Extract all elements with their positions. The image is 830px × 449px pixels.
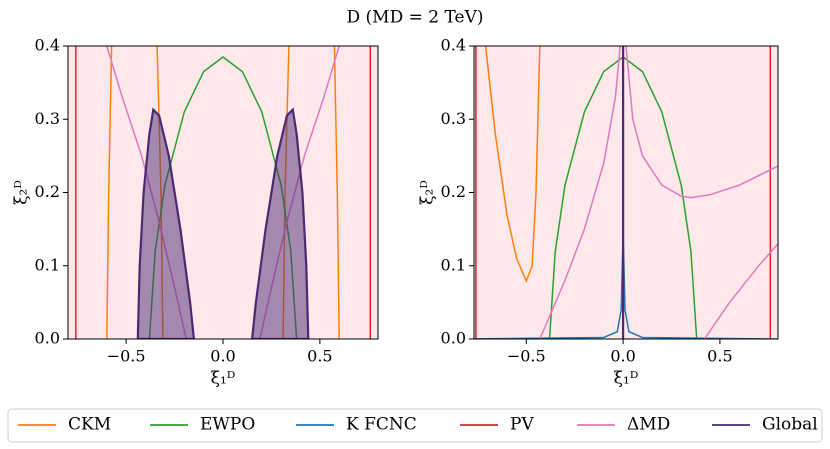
y-axis-label: ξ₂ᴰ	[12, 180, 32, 205]
legend-box	[7, 408, 823, 443]
legend-label: Global	[762, 415, 818, 435]
legend-label: ΔMD	[627, 415, 670, 435]
x-tick-label: 0.0	[610, 347, 635, 366]
plot-background	[474, 46, 778, 339]
x-axis-label: ξ₁ᴰ	[211, 369, 236, 389]
y-tick-label: 0.1	[35, 255, 60, 274]
y-tick-label: 0.2	[441, 182, 466, 201]
series-line	[136, 107, 310, 339]
y-tick-label: 0.3	[35, 109, 60, 128]
x-tick-label: −0.5	[507, 347, 546, 366]
x-tick-label: −0.5	[107, 347, 146, 366]
series-line	[75, 46, 372, 339]
y-tick-label: 0.4	[35, 36, 60, 55]
series-line	[475, 46, 772, 339]
x-tick-label: 0.0	[210, 347, 235, 366]
y-tick-label: 0.0	[441, 329, 466, 348]
figure-title: D (MD = 2 TeV)	[347, 8, 484, 28]
legend-label: PV	[510, 415, 534, 435]
y-tick-label: 0.3	[441, 109, 466, 128]
series-line	[484, 46, 541, 284]
x-tick-label: 0.5	[307, 347, 332, 366]
legend-label: EWPO	[200, 415, 255, 435]
plot-background	[68, 46, 378, 339]
series-line	[539, 46, 778, 339]
y-tick-label: 0.1	[441, 255, 466, 274]
y-tick-label: 0.2	[35, 182, 60, 201]
legend-label: K FCNC	[346, 415, 417, 435]
y-axis-label: ξ₂ᴰ	[418, 180, 438, 205]
x-tick-label: 0.5	[707, 347, 732, 366]
y-tick-label: 0.4	[441, 36, 466, 55]
legend-label: CKM	[68, 415, 111, 435]
y-tick-label: 0.0	[35, 329, 60, 348]
x-axis-label: ξ₁ᴰ	[614, 369, 639, 389]
